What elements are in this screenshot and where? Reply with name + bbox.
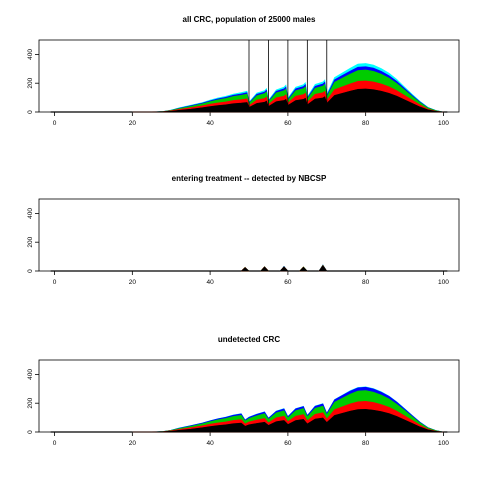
x-tick-label: 0	[53, 120, 57, 127]
x-tick-label: 60	[284, 279, 292, 286]
panel-treatment: entering treatment -- detected by NBCSP 0…	[27, 174, 460, 286]
y-tick-label: 0	[27, 430, 34, 434]
panel-all: all CRC, population of 25000 males 0 20 40 6…	[27, 15, 460, 127]
x-tick-label: 80	[362, 440, 370, 447]
y-tick-label: 400	[27, 208, 34, 219]
y-tick-label: 200	[27, 77, 34, 88]
chart-title: entering treatment -- detected by NBCSP	[172, 174, 327, 183]
x-tick-label: 100	[438, 279, 449, 286]
chart-title: undetected CRC	[218, 335, 280, 344]
x-tick-label: 20	[129, 440, 137, 447]
x-tick-label: 20	[129, 279, 137, 286]
x-tick-label: 40	[206, 120, 214, 127]
x-tick-label: 100	[438, 120, 449, 127]
x-tick-label: 60	[284, 440, 292, 447]
y-tick-label: 200	[27, 236, 34, 247]
x-tick-label: 20	[129, 120, 137, 127]
x-tick-label: 40	[206, 279, 214, 286]
treatment-peak-3	[279, 266, 289, 272]
x-tick-label: 80	[362, 120, 370, 127]
treatment-peak-2	[259, 266, 270, 272]
x-tick-label: 0	[53, 440, 57, 447]
y-tick-label: 400	[27, 49, 34, 60]
treatment-peak-5	[318, 265, 328, 272]
panel-undetected: undetected CRC 0 20 40 60 80 100 0 200 400	[27, 335, 460, 447]
series-area-1	[132, 88, 444, 113]
x-tick-label: 60	[284, 120, 292, 127]
x-tick-label: 40	[206, 440, 214, 447]
y-tick-label: 0	[27, 110, 34, 114]
y-tick-label: 200	[27, 397, 34, 408]
y-tick-label: 0	[27, 269, 34, 273]
chart-title: all CRC, population of 25000 males	[183, 15, 316, 24]
x-tick-label: 80	[362, 279, 370, 286]
x-tick-label: 100	[438, 440, 449, 447]
plot-frame	[38, 198, 460, 272]
x-tick-label: 0	[53, 279, 57, 286]
treatment-peak-1	[240, 267, 250, 272]
treatment-peak-4	[298, 266, 309, 272]
series-area-1	[132, 408, 444, 433]
y-tick-label: 400	[27, 369, 34, 380]
